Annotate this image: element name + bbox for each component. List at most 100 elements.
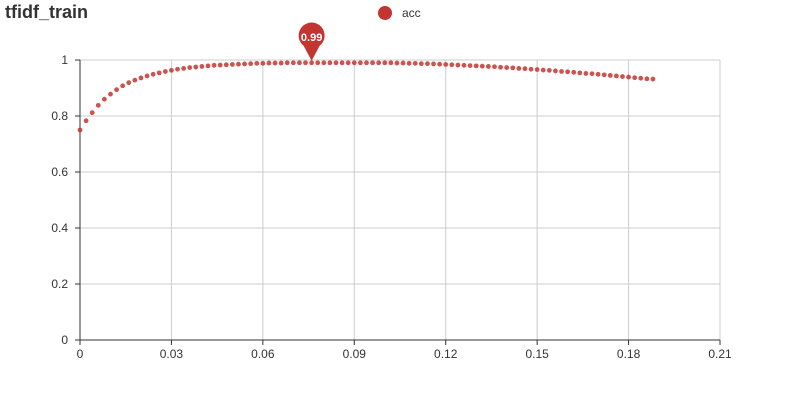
data-point[interactable] bbox=[638, 75, 644, 81]
data-point[interactable] bbox=[242, 61, 247, 67]
data-point[interactable] bbox=[77, 127, 83, 133]
data-point[interactable] bbox=[473, 63, 479, 69]
data-point[interactable] bbox=[162, 69, 168, 74]
data-point[interactable] bbox=[516, 66, 522, 71]
data-point[interactable] bbox=[211, 62, 217, 68]
data-point[interactable] bbox=[546, 67, 552, 73]
data-point[interactable] bbox=[260, 60, 266, 66]
data-point[interactable] bbox=[223, 62, 229, 68]
data-point[interactable] bbox=[394, 60, 400, 66]
data-point[interactable] bbox=[248, 61, 254, 67]
data-point[interactable] bbox=[382, 60, 388, 66]
data-point[interactable] bbox=[303, 60, 308, 66]
data-point[interactable] bbox=[290, 60, 296, 66]
data-point[interactable] bbox=[169, 67, 174, 73]
data-point[interactable] bbox=[418, 61, 424, 67]
data-point[interactable] bbox=[156, 70, 162, 76]
data-point[interactable] bbox=[297, 60, 302, 66]
data-point[interactable] bbox=[345, 60, 351, 66]
data-point[interactable] bbox=[101, 96, 107, 102]
data-point[interactable] bbox=[565, 69, 571, 75]
data-point[interactable] bbox=[613, 73, 619, 79]
data-point[interactable] bbox=[321, 60, 327, 66]
data-point[interactable] bbox=[479, 63, 485, 69]
data-point[interactable] bbox=[333, 60, 339, 66]
data-point[interactable] bbox=[175, 66, 180, 72]
data-point[interactable] bbox=[181, 66, 187, 71]
data-point[interactable] bbox=[114, 87, 119, 93]
data-point[interactable] bbox=[351, 60, 357, 66]
data-point[interactable] bbox=[412, 60, 418, 66]
data-point[interactable] bbox=[193, 64, 199, 70]
x-tick-label: 0.03 bbox=[160, 347, 184, 361]
data-point[interactable] bbox=[455, 62, 461, 68]
data-point[interactable] bbox=[577, 70, 583, 76]
data-point[interactable] bbox=[632, 75, 638, 81]
data-point[interactable] bbox=[376, 60, 382, 66]
data-point[interactable] bbox=[89, 110, 95, 116]
data-point[interactable] bbox=[229, 62, 235, 67]
data-point[interactable] bbox=[485, 64, 491, 69]
data-point[interactable] bbox=[138, 75, 144, 81]
data-point[interactable] bbox=[498, 64, 503, 70]
data-point[interactable] bbox=[357, 60, 363, 66]
data-point[interactable] bbox=[205, 63, 211, 69]
data-point[interactable] bbox=[108, 91, 113, 97]
data-point[interactable] bbox=[126, 80, 132, 86]
data-point[interactable] bbox=[571, 69, 577, 75]
data-point[interactable] bbox=[217, 62, 223, 68]
data-point[interactable] bbox=[437, 61, 443, 67]
data-point[interactable] bbox=[150, 71, 156, 77]
data-point[interactable] bbox=[595, 71, 601, 77]
data-point[interactable] bbox=[431, 61, 436, 67]
data-point[interactable] bbox=[461, 62, 467, 68]
data-point[interactable] bbox=[199, 64, 205, 69]
data-point[interactable] bbox=[132, 77, 138, 83]
data-point[interactable] bbox=[620, 74, 625, 79]
data-point[interactable] bbox=[95, 102, 101, 108]
legend[interactable]: acc bbox=[378, 5, 421, 21]
data-point[interactable] bbox=[540, 67, 546, 73]
data-point[interactable] bbox=[510, 65, 516, 71]
data-point[interactable] bbox=[425, 61, 430, 67]
x-tick-label: 0.06 bbox=[251, 347, 275, 361]
data-point[interactable] bbox=[187, 65, 193, 70]
data-point[interactable] bbox=[120, 83, 126, 89]
data-point[interactable] bbox=[534, 67, 540, 72]
y-tick-label: 0 bbox=[61, 333, 68, 347]
data-point[interactable] bbox=[504, 65, 510, 70]
data-point[interactable] bbox=[601, 72, 607, 78]
data-point[interactable] bbox=[467, 63, 473, 68]
data-point[interactable] bbox=[406, 60, 412, 66]
data-point[interactable] bbox=[644, 76, 650, 82]
data-point[interactable] bbox=[589, 71, 595, 77]
data-point[interactable] bbox=[370, 60, 375, 66]
data-point[interactable] bbox=[272, 60, 278, 66]
data-point[interactable] bbox=[522, 66, 528, 72]
data-point[interactable] bbox=[492, 64, 497, 70]
data-point[interactable] bbox=[278, 60, 284, 66]
data-point[interactable] bbox=[339, 60, 345, 66]
data-point[interactable] bbox=[553, 68, 558, 74]
data-point[interactable] bbox=[449, 62, 455, 68]
max-marker-pin-icon[interactable] bbox=[298, 22, 325, 61]
data-point[interactable] bbox=[236, 61, 241, 67]
data-point[interactable] bbox=[254, 60, 260, 66]
data-point[interactable] bbox=[83, 118, 89, 124]
data-point[interactable] bbox=[528, 66, 534, 72]
data-point[interactable] bbox=[388, 60, 394, 66]
data-point[interactable] bbox=[607, 73, 613, 78]
data-point[interactable] bbox=[400, 60, 406, 66]
data-point[interactable] bbox=[266, 60, 272, 66]
data-point[interactable] bbox=[583, 71, 589, 76]
data-point[interactable] bbox=[309, 60, 315, 66]
data-point[interactable] bbox=[364, 60, 369, 66]
data-point[interactable] bbox=[650, 76, 656, 82]
data-point[interactable] bbox=[144, 73, 150, 79]
data-point[interactable] bbox=[284, 60, 290, 66]
data-point[interactable] bbox=[315, 60, 321, 66]
data-point[interactable] bbox=[327, 60, 333, 66]
data-point[interactable] bbox=[443, 62, 449, 67]
data-point[interactable] bbox=[626, 74, 631, 80]
data-point[interactable] bbox=[559, 69, 564, 74]
